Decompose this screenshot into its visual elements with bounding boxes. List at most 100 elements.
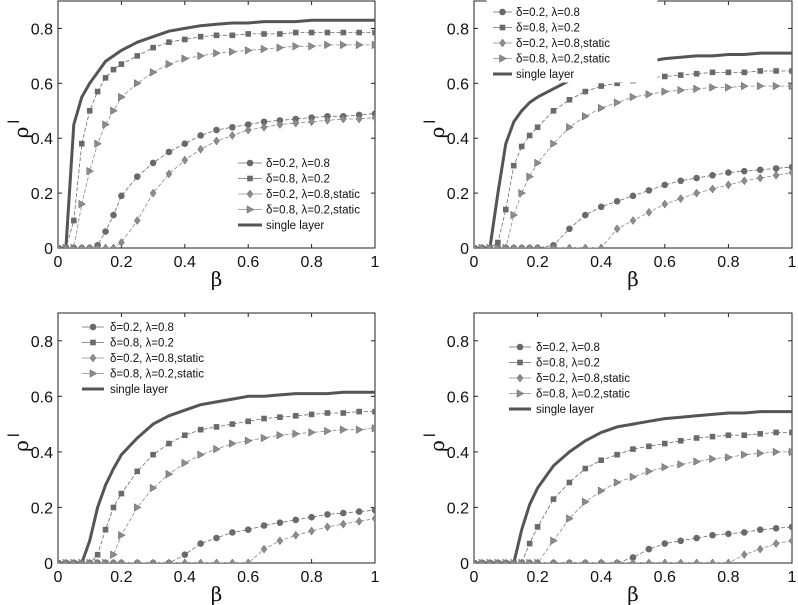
y-tick-label: 0.4 xyxy=(447,131,469,148)
legend-item: single layer xyxy=(509,404,594,416)
series-0-2-0-8-static-point xyxy=(629,216,637,225)
legend: δ=0.2, λ=0.8 δ=0.8, λ=0.2 δ=0.2, λ=0.8,sta… xyxy=(82,322,204,396)
x-tick-label: 0.4 xyxy=(590,569,612,586)
series-0-2-0-8-point xyxy=(645,545,653,553)
series-0-8-0-2-static-point xyxy=(629,92,638,102)
x-tick-label: 0.2 xyxy=(110,569,132,586)
series-single-layer-line xyxy=(58,18,375,248)
series-0-8-0-2-static-point xyxy=(756,449,765,458)
series-0-2-0-8-point xyxy=(133,173,141,180)
legend-swatch-marker xyxy=(516,373,524,383)
series-0-8-0-2-point xyxy=(277,31,283,37)
legend-label: δ=0.2, λ=0.8 xyxy=(110,322,174,334)
series-0-2-0-8-static-point xyxy=(693,188,700,198)
x-tick-label: 1 xyxy=(788,569,797,586)
series-0-8-0-2-point xyxy=(94,551,101,558)
series-0-2-0-8-static-point xyxy=(213,136,220,146)
series-0-8-0-2-static-point xyxy=(181,458,190,468)
series-0-2-0-8-static-point xyxy=(229,131,236,140)
legend-swatch-marker xyxy=(517,359,523,366)
series-0-8-0-2-point xyxy=(110,504,117,511)
series-0-8-0-2-static-point xyxy=(276,430,285,440)
x-tick-label: 1 xyxy=(788,254,797,271)
legend-label: δ=0.2, λ=0.8 xyxy=(536,342,600,354)
series-0-2-0-8-static-point xyxy=(645,207,653,217)
series-single-layer-line xyxy=(58,390,375,563)
series-0-2-0-8-static-point xyxy=(756,544,764,554)
series-0-2-0-8-static-point xyxy=(260,122,268,132)
legend-label: single layer xyxy=(516,69,574,81)
series-0-8-0-2-point xyxy=(372,408,375,415)
subplot-1: 0 0.2 0.4 0.6 0.8 1 0 0.2 0.4 0.6 0.8 β ρl δ=0.2, λ=0… xyxy=(6,0,380,291)
series-0-8-0-2-point xyxy=(308,29,315,36)
series-0-2-0-8-static-point xyxy=(165,169,173,179)
series-0-8-0-2-point xyxy=(495,239,501,246)
series-0-8-0-2-static-point xyxy=(494,243,503,248)
series-0-2-0-8-static-point xyxy=(629,558,637,563)
series-0-2-0-8-static-point xyxy=(597,558,605,563)
subplot-3: 0 0.2 0.4 0.6 0.8 1 0 0.2 0.4 0.6 0.8 β ρl δ=0.2, λ=0… xyxy=(6,312,380,605)
series-0-8-0-2-point xyxy=(229,421,236,427)
x-tick-label: 0.8 xyxy=(717,569,739,586)
series-0-2-0-8-point xyxy=(741,529,748,536)
series-0-2-0-8-static-point xyxy=(788,168,792,177)
series-0-8-0-2-static-point xyxy=(260,433,269,443)
series-0-8-0-2-static-point xyxy=(526,172,534,181)
series-0-8-0-2-point xyxy=(789,429,792,436)
y-axis-label-superscript: l xyxy=(6,120,23,124)
series-0-8-0-2-static-point xyxy=(371,40,375,50)
series-0-8-0-2-point xyxy=(510,162,517,169)
series-0-2-0-8-point xyxy=(197,132,204,139)
series-0-8-0-2-point xyxy=(773,429,779,436)
legend-swatch-marker xyxy=(516,343,524,351)
series-0-8-0-2-point xyxy=(134,468,141,475)
series-0-2-0-8-static-point xyxy=(324,115,331,125)
series-0-2-0-8-static-point xyxy=(94,243,101,248)
series-0-2-0-8-static-point xyxy=(292,530,300,540)
series-0-2-0-8-point xyxy=(661,540,669,547)
series-0-8-0-2-static-point xyxy=(693,457,701,466)
series-0-2-0-8-static-point xyxy=(772,539,780,548)
subplot-2: 0 0.2 0.4 0.6 0.8 1 0 0.2 0.4 0.6 0.8 β ρl δ=0.2, λ=0… xyxy=(422,0,797,291)
series-0-8-0-2-static-point xyxy=(772,447,781,457)
series-0-8-0-2-static-point xyxy=(709,454,717,464)
legend-swatch-marker xyxy=(499,24,506,31)
legend-item: δ=0.8, λ=0.2,static xyxy=(82,369,204,381)
series-0-8-0-2-static-point xyxy=(677,460,686,469)
series-0-8-0-2-static-point xyxy=(197,450,205,459)
series-0-8-0-2-static-point xyxy=(661,87,670,96)
legend-item: δ=0.8, λ=0.2 xyxy=(82,338,174,350)
series-0-8-0-2-static-point xyxy=(597,486,606,496)
series-0-8-0-2-static-point xyxy=(58,560,63,563)
series-0-8-0-2-point xyxy=(372,29,375,36)
y-axis-label-rho: ρ xyxy=(425,440,449,452)
x-axis-label: β xyxy=(627,582,639,605)
legend-item: δ=0.2, λ=0.8,static xyxy=(238,189,360,201)
series-0-2-0-8-point xyxy=(260,522,268,529)
series-0-2-0-8-static-point xyxy=(371,514,375,523)
legend-label: δ=0.8, λ=0.2,static xyxy=(536,389,630,401)
series-0-2-0-8-point xyxy=(149,159,157,167)
x-tick-label: 0.6 xyxy=(237,569,259,586)
series-0-8-0-2-static-point xyxy=(510,558,519,563)
series-0-2-0-8-point xyxy=(244,121,252,128)
series-0-2-0-8-point xyxy=(741,167,748,175)
series-0-2-0-8-static-point xyxy=(102,243,109,248)
series-0-8-0-2-static-point xyxy=(165,469,174,479)
series-0-8-0-2-point xyxy=(182,36,188,43)
x-tick-label: 0.8 xyxy=(717,254,739,271)
series-0-8-0-2-point xyxy=(534,124,541,131)
series-0-2-0-8-static-point xyxy=(78,243,86,248)
series-0-8-0-2-static-point xyxy=(102,558,110,563)
y-axis-label-rho: ρ xyxy=(425,127,449,139)
series-0-8-0-2-point xyxy=(741,69,748,76)
series-0-2-0-8-static-point xyxy=(566,243,573,248)
legend-item: δ=0.2, λ=0.8 xyxy=(238,158,330,170)
legend-label: δ=0.8, λ=0.2 xyxy=(266,174,330,186)
series-0-8-0-2-static-point xyxy=(645,90,654,99)
series-0-2-0-8-static-point xyxy=(229,558,236,563)
series-0-2-0-8-point xyxy=(709,171,716,179)
legend-label: single layer xyxy=(536,404,594,416)
series-0-8-0-2-point xyxy=(118,61,125,67)
series-0-8-0-2-point xyxy=(94,88,101,95)
